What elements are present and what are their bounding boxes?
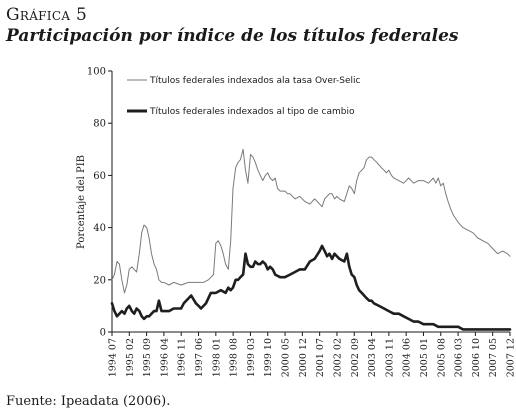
- series-line-tipo-cambio: [110, 244, 512, 331]
- y-tick-label: 60: [93, 171, 106, 182]
- x-tick-label: 1999 10: [263, 338, 274, 377]
- x-tick-label: 2003 04: [367, 338, 378, 377]
- x-tick-label: 1998 01: [211, 338, 222, 377]
- x-tick-label: 1999 03: [246, 338, 257, 377]
- x-tick-label: 1996 11: [177, 338, 188, 377]
- plot-frame: [111, 71, 510, 333]
- x-tick-label: 2006 03: [454, 338, 465, 377]
- series-layer: [110, 148, 512, 331]
- x-tick-label: 2005 08: [436, 338, 447, 377]
- y-tick-label: 80: [93, 119, 106, 130]
- series-line-over-selic: [111, 148, 511, 294]
- source-note: Fuente: Ipeadata (2006).: [6, 394, 171, 409]
- x-tick-label: 1995 09: [142, 338, 153, 377]
- x-tick-label: 2003 11: [384, 338, 395, 377]
- figure-label: Gráfica 5: [6, 5, 88, 25]
- x-tick-label: 2006 10: [471, 338, 482, 377]
- x-tick-label: 2004 06: [402, 338, 413, 377]
- x-tick-label: 2007 12: [506, 338, 516, 377]
- x-tick-label: 2000 05: [281, 338, 292, 377]
- x-tick-label: 2000 12: [298, 338, 309, 377]
- x-tick-label: 1994 07: [108, 338, 119, 377]
- x-tick-label: 2001 07: [315, 338, 326, 377]
- x-tick-label: 1996 04: [159, 338, 170, 377]
- figure-title: Participación por índice de los títulos …: [6, 26, 459, 46]
- x-tick-label: 1997 06: [194, 338, 205, 377]
- x-ticks: 1994 07 1995 02 1995 09 1996 04 1996 11 1997 …: [108, 332, 516, 377]
- x-tick-label: 2007 05: [488, 338, 499, 377]
- y-tick-label: 20: [93, 275, 106, 286]
- y-axis-title: Porcentaje del PIB: [76, 155, 87, 249]
- x-tick-label: 2002 02: [332, 338, 343, 377]
- x-tick-label: 2005 01: [419, 338, 430, 377]
- legend-label-selic: Títulos federales indexados ala tasa Ove…: [149, 76, 361, 86]
- legend: Títulos federales indexados ala tasa Ove…: [127, 76, 361, 117]
- y-tick-label: 100: [87, 67, 106, 78]
- y-tick-label: 40: [93, 223, 106, 234]
- legend-label-tipo-cambio: Títulos federales indexados al tipo de c…: [149, 107, 355, 117]
- y-tick-label: 0: [100, 328, 106, 339]
- y-ticks: 0 20 40 60 80 100: [87, 67, 112, 339]
- line-chart: 0 20 40 60 80 100 1994 07 1995 02 1995 09 1996 0…: [76, 67, 516, 378]
- x-tick-label: 2002 09: [350, 338, 361, 377]
- x-tick-label: 1995 02: [125, 338, 136, 377]
- x-tick-label: 1998 08: [229, 338, 240, 377]
